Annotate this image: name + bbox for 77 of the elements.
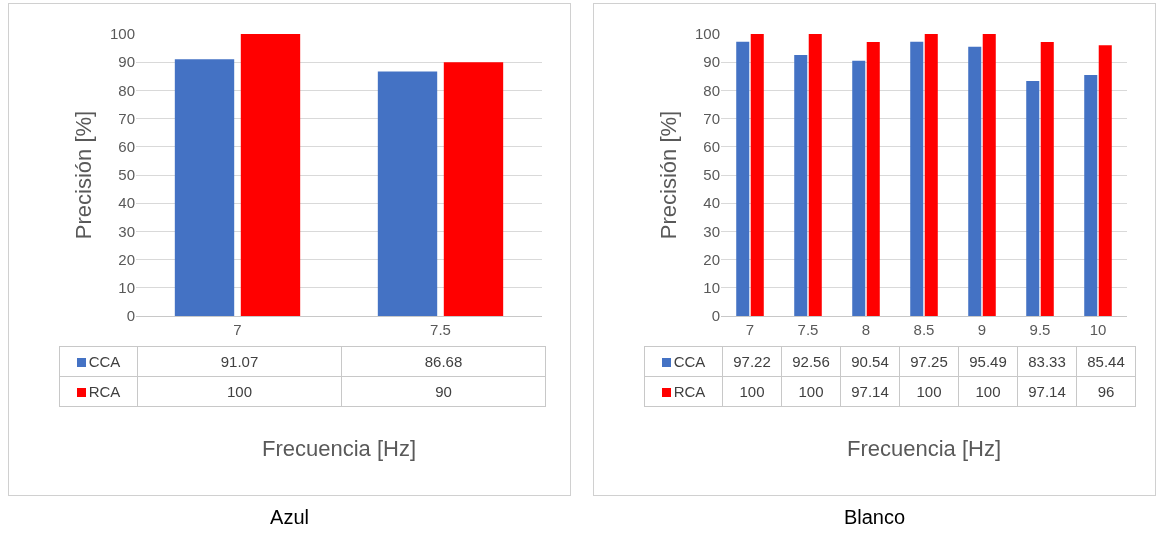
- bar: [240, 34, 301, 316]
- legend-label: RCA: [644, 376, 723, 407]
- y-tick-label: 90: [118, 53, 135, 71]
- y-tick-label: 20: [703, 250, 720, 268]
- bar: [1040, 42, 1054, 316]
- text: Blanco: [842, 506, 907, 529]
- data-label: 97.22: [722, 346, 782, 377]
- data-label: 90.54: [840, 346, 900, 377]
- x-tick-label: 7: [745, 321, 755, 338]
- x-tick-label: 9.5: [1029, 321, 1051, 338]
- bar: [794, 54, 808, 316]
- x-tick-label: 7: [233, 321, 242, 338]
- y-tick-label: 60: [118, 138, 135, 156]
- bar: [852, 60, 866, 316]
- y-tick-label: 50: [703, 166, 720, 184]
- data-label: 85.44: [1076, 346, 1136, 377]
- text: Azul: [269, 506, 310, 529]
- y-axis-title: Precisión [%]: [70, 110, 96, 240]
- y-tick-label: 30: [118, 222, 135, 240]
- bar: [982, 34, 996, 316]
- y-tick-label: 100: [694, 25, 720, 43]
- legend-label: CCA: [59, 346, 138, 377]
- data-label: 97.14: [840, 376, 900, 407]
- y-tick-label: 0: [711, 307, 720, 325]
- y-tick-label: 100: [109, 25, 135, 43]
- bar: [1084, 75, 1098, 316]
- x-tick-label: 7.5: [797, 321, 819, 338]
- y-tick-label: 50: [118, 166, 135, 184]
- y-tick-label: 80: [118, 81, 135, 99]
- bar: [443, 62, 504, 316]
- legend-label: RCA: [59, 376, 138, 407]
- x-tick-label: 8: [861, 321, 871, 338]
- y-tick-label: 80: [703, 81, 720, 99]
- data-label: 92.56: [781, 346, 841, 377]
- y-tick-label: 10: [703, 279, 720, 297]
- bar: [866, 42, 880, 316]
- x-tick-label: 10: [1089, 321, 1107, 338]
- bar: [1026, 81, 1040, 316]
- y-tick-label: 0: [126, 307, 135, 325]
- bar: [968, 46, 982, 316]
- y-tick-label: 90: [703, 53, 720, 71]
- data-label: 90: [341, 376, 546, 407]
- y-tick-label: 60: [703, 138, 720, 156]
- data-label: 91.07: [137, 346, 342, 377]
- bar: [924, 34, 938, 316]
- bar: [750, 34, 764, 316]
- x-tick-label: 8.5: [913, 321, 935, 338]
- y-tick-label: 40: [703, 194, 720, 212]
- y-tick-label: 70: [703, 109, 720, 127]
- data-label: 100: [899, 376, 959, 407]
- x-tick-label: 9: [977, 321, 987, 338]
- y-tick-label: 30: [703, 222, 720, 240]
- data-label: 86.68: [341, 346, 546, 377]
- data-label: 96: [1076, 376, 1136, 407]
- y-tick-label: 20: [118, 250, 135, 268]
- data-label: 100: [781, 376, 841, 407]
- data-label: 95.49: [958, 346, 1018, 377]
- data-label: 97.14: [1017, 376, 1077, 407]
- x-tick-label: 7.5: [430, 321, 451, 338]
- bar: [910, 41, 924, 316]
- y-tick-label: 70: [118, 109, 135, 127]
- y-tick-label: 40: [118, 194, 135, 212]
- y-axis-title: Precisión [%]: [655, 110, 681, 240]
- bar: [1098, 45, 1112, 316]
- y-tick-label: 10: [118, 279, 135, 297]
- x-axis-title: Frecuencia [Hz]: [845, 436, 1003, 462]
- legend-label: CCA: [644, 346, 723, 377]
- data-label: 100: [722, 376, 782, 407]
- bar: [174, 59, 235, 316]
- data-label: 100: [958, 376, 1018, 407]
- bar: [808, 34, 822, 316]
- data-label: 97.25: [899, 346, 959, 377]
- x-axis-title: Frecuencia [Hz]: [260, 436, 418, 462]
- bar: [377, 71, 438, 316]
- bar: [736, 41, 750, 316]
- data-label: 100: [137, 376, 342, 407]
- data-label: 83.33: [1017, 346, 1077, 377]
